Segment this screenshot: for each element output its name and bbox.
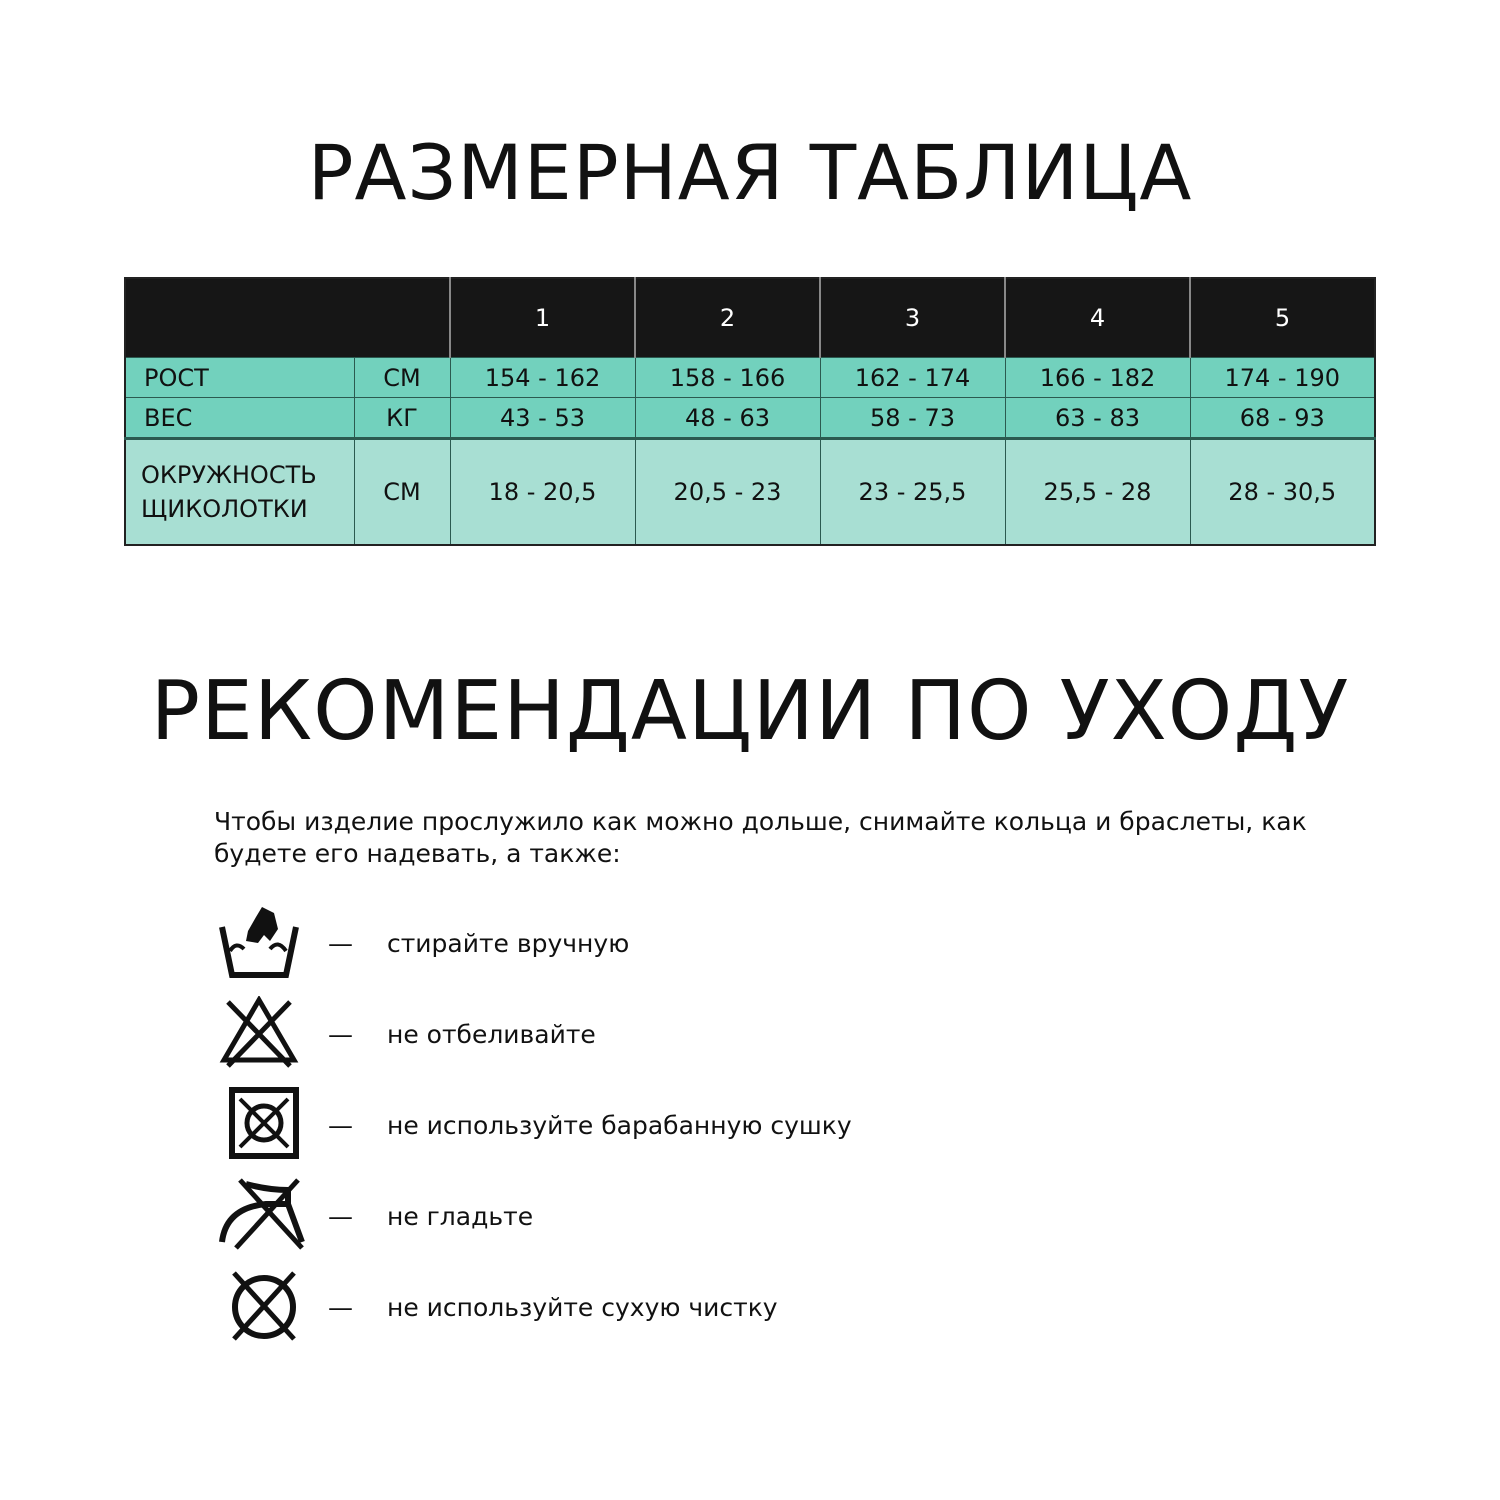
row-label: ВЕС xyxy=(124,397,355,440)
row-label: РОСТ xyxy=(124,357,355,398)
row-unit: СМ xyxy=(353,357,451,398)
dash: — xyxy=(328,1111,353,1140)
size-header: 2 xyxy=(634,278,820,358)
row-label: ОКРУЖНОСТЬ ЩИКОЛОТКИ xyxy=(124,438,355,546)
care-item: — не отбеливайте xyxy=(214,996,1014,1076)
cell: 154 - 162 xyxy=(449,357,636,398)
cell: 28 - 30,5 xyxy=(1189,438,1376,546)
dash: — xyxy=(328,929,353,958)
care-item: — стирайте вручную xyxy=(214,905,1014,985)
header-blank xyxy=(125,278,450,358)
table-row-height: РОСТ СМ 154 - 162 158 - 166 162 - 174 16… xyxy=(124,357,1376,398)
care-item: — не используйте сухую чистку xyxy=(214,1269,1014,1349)
cell: 166 - 182 xyxy=(1004,357,1191,398)
table-row-ankle: ОКРУЖНОСТЬ ЩИКОЛОТКИ СМ 18 - 20,5 20,5 -… xyxy=(124,438,1376,546)
care-text: не используйте сухую чистку xyxy=(387,1293,778,1322)
cell: 162 - 174 xyxy=(819,357,1006,398)
care-item: — не используйте барабанную сушку xyxy=(214,1087,1014,1167)
size-header: 5 xyxy=(1189,278,1375,358)
care-item: — не гладьте xyxy=(214,1178,1014,1258)
dash: — xyxy=(328,1020,353,1049)
cell: 43 - 53 xyxy=(449,397,636,440)
dash: — xyxy=(328,1293,353,1322)
cell: 68 - 93 xyxy=(1189,397,1376,440)
cell: 25,5 - 28 xyxy=(1004,438,1191,546)
size-header-row: 1 2 3 4 5 xyxy=(125,278,1375,358)
row-unit: КГ xyxy=(353,397,451,440)
cell: 158 - 166 xyxy=(634,357,821,398)
no-dry-clean-icon xyxy=(232,1271,296,1341)
care-text: не гладьте xyxy=(387,1202,534,1231)
cell: 58 - 73 xyxy=(819,397,1006,440)
care-intro: Чтобы изделие прослужило как можно дольш… xyxy=(214,807,1307,868)
size-header: 4 xyxy=(1004,278,1190,358)
cell: 48 - 63 xyxy=(634,397,821,440)
size-header: 1 xyxy=(449,278,635,358)
dash: — xyxy=(328,1202,353,1231)
cell: 174 - 190 xyxy=(1189,357,1376,398)
cell: 18 - 20,5 xyxy=(449,438,636,546)
care-text: не отбеливайте xyxy=(387,1020,596,1049)
cell: 23 - 25,5 xyxy=(819,438,1006,546)
row-unit: СМ xyxy=(353,438,451,546)
care-text: не используйте барабанную сушку xyxy=(387,1111,852,1140)
care-title: РЕКОМЕНДАЦИИ ПО УХОДУ xyxy=(150,664,1350,759)
no-tumble-dry-icon xyxy=(229,1087,299,1159)
no-iron-icon xyxy=(219,1178,305,1250)
no-bleach-icon xyxy=(219,996,299,1068)
size-table: 1 2 3 4 5 РОСТ СМ 154 - 162 158 - 166 16… xyxy=(124,277,1376,546)
care-text: стирайте вручную xyxy=(387,929,630,958)
size-header: 3 xyxy=(819,278,1005,358)
size-table-title: РАЗМЕРНАЯ ТАБЛИЦА xyxy=(307,128,1193,217)
table-row-weight: ВЕС КГ 43 - 53 48 - 63 58 - 73 63 - 83 6… xyxy=(124,397,1376,440)
hand-wash-icon xyxy=(219,907,299,978)
cell: 20,5 - 23 xyxy=(634,438,821,546)
cell: 63 - 83 xyxy=(1004,397,1191,440)
